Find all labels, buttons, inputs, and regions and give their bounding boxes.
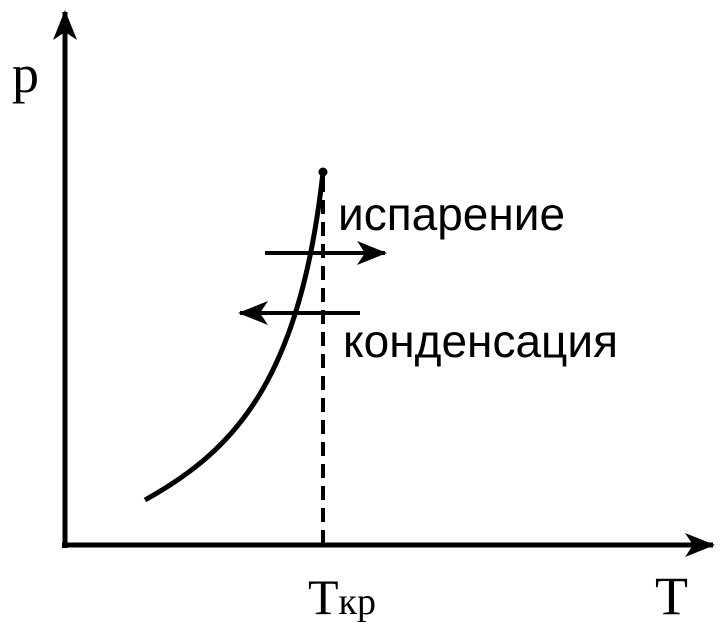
condensation-label: конденсация (343, 315, 618, 367)
x-axis-label: T (655, 566, 688, 626)
critical-point (318, 167, 328, 177)
critical-temperature-subscript: кр (339, 581, 376, 623)
phase-curve (143, 171, 326, 503)
critical-temperature: Tкр (308, 569, 376, 625)
evaporation-label: испарение (338, 188, 565, 240)
y-axis-label: p (12, 44, 39, 104)
critical-temperature-symbol: T (308, 569, 339, 625)
